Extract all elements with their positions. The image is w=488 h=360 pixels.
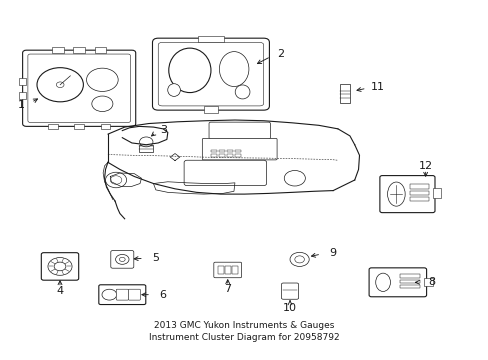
Bar [203, 106, 218, 113]
Bar [210, 150, 216, 153]
Bar [94, 47, 106, 53]
FancyBboxPatch shape [379, 176, 434, 213]
Bar [399, 274, 419, 278]
Circle shape [110, 176, 122, 184]
Text: 12: 12 [418, 161, 432, 171]
FancyBboxPatch shape [184, 160, 266, 186]
FancyBboxPatch shape [158, 42, 263, 106]
Ellipse shape [219, 51, 248, 86]
Bar [19, 78, 26, 85]
Circle shape [294, 256, 304, 263]
FancyBboxPatch shape [116, 289, 128, 300]
Text: 6: 6 [159, 290, 166, 300]
Bar [52, 47, 64, 53]
Circle shape [289, 252, 308, 266]
Bar [101, 123, 110, 129]
FancyBboxPatch shape [28, 54, 130, 122]
Bar [424, 278, 432, 286]
Bar [48, 123, 58, 129]
FancyBboxPatch shape [368, 268, 426, 297]
Bar [19, 92, 26, 99]
Circle shape [284, 171, 305, 186]
Text: 2: 2 [277, 49, 284, 59]
Text: 7: 7 [224, 284, 231, 294]
Circle shape [92, 96, 113, 112]
Bar [139, 145, 153, 153]
Bar [227, 154, 232, 157]
Bar [339, 84, 350, 103]
Bar [219, 150, 224, 153]
Text: 11: 11 [370, 82, 385, 92]
Bar [432, 189, 440, 198]
Bar [399, 279, 419, 283]
FancyBboxPatch shape [213, 262, 241, 278]
FancyBboxPatch shape [152, 38, 269, 110]
Bar [210, 154, 216, 157]
Bar [399, 285, 419, 288]
Text: 5: 5 [152, 253, 159, 263]
Circle shape [105, 172, 126, 188]
FancyBboxPatch shape [128, 289, 140, 300]
Bar [219, 154, 224, 157]
Bar [74, 123, 84, 129]
Ellipse shape [235, 85, 249, 99]
FancyBboxPatch shape [281, 283, 298, 299]
Text: 3: 3 [160, 125, 167, 135]
Bar [409, 191, 427, 195]
Bar [218, 266, 223, 274]
Ellipse shape [387, 182, 405, 206]
Circle shape [37, 68, 83, 102]
Text: 2013 GMC Yukon Instruments & Gauges
Instrument Cluster Diagram for 20958792: 2013 GMC Yukon Instruments & Gauges Inst… [149, 321, 339, 342]
Bar [73, 47, 85, 53]
Bar [409, 184, 427, 189]
Text: 8: 8 [427, 277, 434, 287]
Bar [198, 36, 223, 42]
Ellipse shape [168, 48, 210, 93]
FancyBboxPatch shape [41, 253, 79, 280]
Circle shape [86, 68, 118, 91]
Ellipse shape [167, 84, 180, 96]
Bar [235, 150, 241, 153]
FancyBboxPatch shape [202, 138, 277, 160]
FancyBboxPatch shape [99, 285, 145, 305]
Circle shape [54, 262, 66, 271]
Bar [235, 154, 241, 157]
Circle shape [139, 137, 153, 147]
Text: 4: 4 [56, 286, 63, 296]
Text: 9: 9 [328, 248, 336, 258]
FancyBboxPatch shape [111, 251, 134, 268]
Bar [227, 150, 232, 153]
Circle shape [56, 82, 64, 87]
Text: 1: 1 [18, 99, 25, 109]
Bar [231, 266, 237, 274]
Ellipse shape [375, 273, 390, 292]
Circle shape [119, 257, 125, 261]
Circle shape [102, 289, 117, 300]
FancyBboxPatch shape [22, 50, 136, 126]
Bar [409, 197, 427, 202]
Text: 10: 10 [283, 303, 296, 313]
Circle shape [115, 255, 129, 264]
Bar [224, 266, 230, 274]
FancyBboxPatch shape [208, 122, 270, 139]
Circle shape [48, 257, 72, 275]
